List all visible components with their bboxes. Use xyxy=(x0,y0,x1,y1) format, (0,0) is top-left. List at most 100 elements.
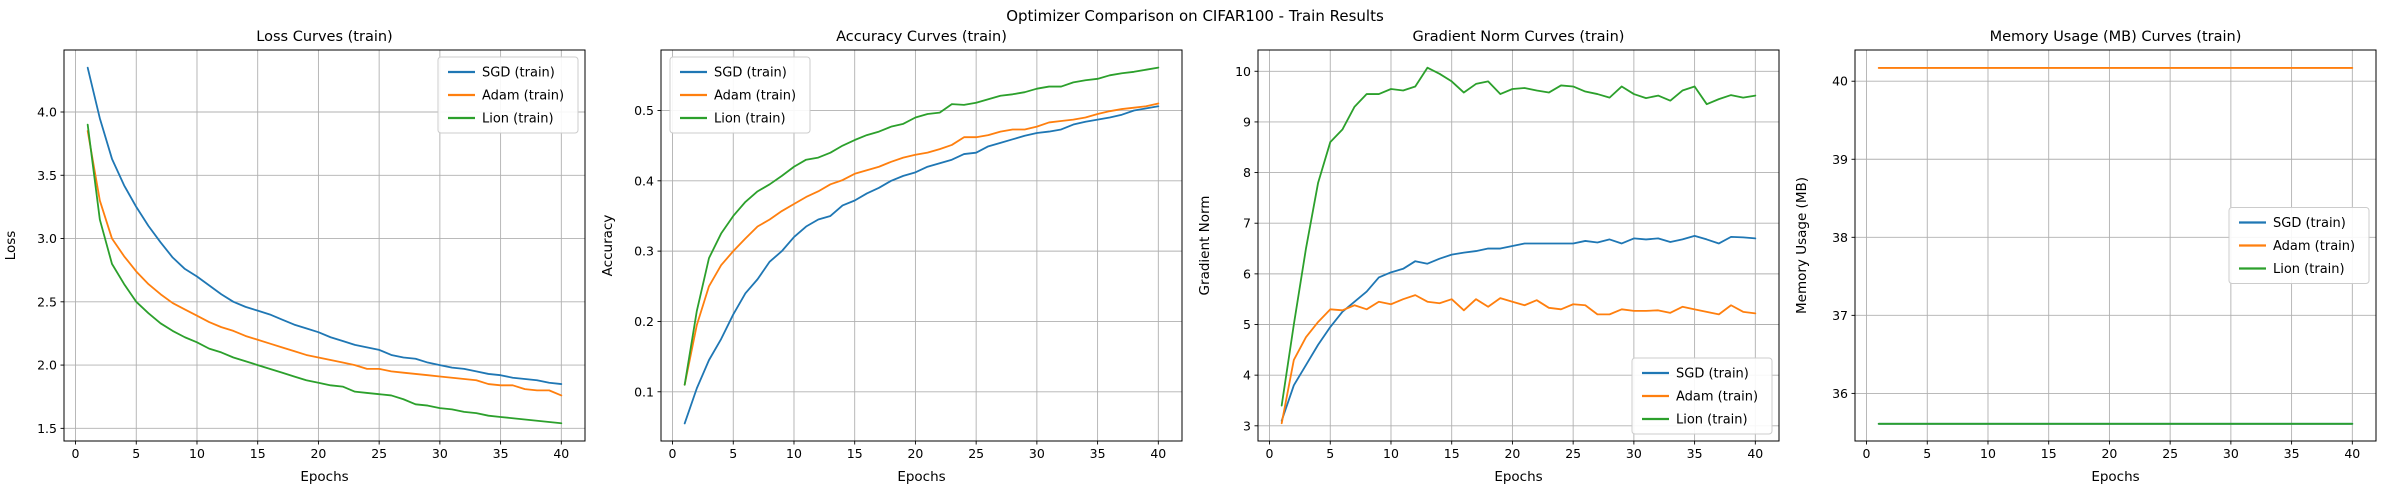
axis-ticks: 0 5 10 15 20 25 30 35 40 3 4 5 6 7 8 9 10 xyxy=(1235,64,1763,461)
legend-label-lion-train: Lion (train) xyxy=(714,112,786,127)
legend-label-sgd-train: SGD (train) xyxy=(482,66,555,81)
x-tick-label: 20 xyxy=(310,446,326,461)
series-line-adam-train xyxy=(1280,294,1757,425)
series-line-sgd-train xyxy=(683,105,1160,425)
axis-ticks: 0 5 10 15 20 25 30 35 40 36 37 38 39 40 xyxy=(1832,74,2360,461)
x-tick-label: 30 xyxy=(1029,446,1045,461)
y-tick-label: 39 xyxy=(1832,152,1848,167)
y-tick-label: 3 xyxy=(1243,418,1251,433)
x-axis-label: Epochs xyxy=(2091,469,2139,485)
x-tick-label: 5 xyxy=(1923,446,1931,461)
y-tick-label: 0.4 xyxy=(634,173,654,188)
y-axis-label: Gradient Norm xyxy=(1197,196,1213,296)
axis-ticks: 0 5 10 15 20 25 30 35 40 1.5 2.0 2.5 3.0 3.5 4.0 xyxy=(37,105,569,461)
series-line-lion-train xyxy=(86,123,563,425)
y-tick-label: 3.5 xyxy=(37,168,57,183)
gradient-norm-chart: 0 5 10 15 20 25 30 35 40 3 4 5 6 7 8 9 10 Gradient Norm C… xyxy=(1194,26,1791,493)
legend-box xyxy=(669,56,811,134)
y-tick-label: 0.1 xyxy=(634,384,654,399)
x-tick-label: 20 xyxy=(1504,446,1520,461)
x-tick-label: 0 xyxy=(1266,446,1274,461)
legend-box xyxy=(1631,357,1773,435)
x-tick-label: 5 xyxy=(1326,446,1334,461)
y-axis-label: Loss xyxy=(3,231,19,261)
x-tick-label: 25 xyxy=(2162,446,2178,461)
chart-panel-accuracy: 0 5 10 15 20 25 30 35 40 0.1 0.2 0.3 0.4 0.5 Accuracy … xyxy=(597,26,1194,493)
charts-row: 0 5 10 15 20 25 30 35 40 1.5 2.0 2.5 3.0 3.5 4.0 Loss C… xyxy=(0,26,2390,493)
legend-label-adam-train: Adam (train) xyxy=(2273,239,2355,254)
chart-panel-gradient-norm: 0 5 10 15 20 25 30 35 40 3 4 5 6 7 8 9 10 Gradient Norm C… xyxy=(1194,26,1791,493)
x-tick-label: 40 xyxy=(1150,446,1166,461)
legend-label-lion-train: Lion (train) xyxy=(2273,262,2345,277)
legend: SGD (train) Adam (train) Lion (train) xyxy=(437,56,579,134)
y-tick-label: 10 xyxy=(1235,64,1251,79)
x-tick-label: 20 xyxy=(907,446,923,461)
x-axis-label: Epochs xyxy=(300,469,348,485)
x-tick-label: 0 xyxy=(72,446,80,461)
series-line-adam-train xyxy=(683,102,1160,386)
x-tick-label: 15 xyxy=(847,446,863,461)
axes-spines xyxy=(660,49,1183,442)
y-tick-label: 1.5 xyxy=(37,421,57,436)
x-tick-label: 35 xyxy=(2284,446,2300,461)
x-tick-label: 35 xyxy=(1687,446,1703,461)
series-line-lion-train xyxy=(683,66,1160,386)
memory-usage-chart: 0 5 10 15 20 25 30 35 40 36 37 38 39 40 Memory Usage (… xyxy=(1791,26,2388,493)
y-axis-label: Accuracy xyxy=(600,215,616,277)
x-tick-label: 10 xyxy=(189,446,205,461)
x-tick-label: 5 xyxy=(132,446,140,461)
x-tick-label: 30 xyxy=(1626,446,1642,461)
legend-box xyxy=(437,56,579,134)
x-tick-label: 30 xyxy=(2223,446,2239,461)
x-tick-label: 15 xyxy=(2041,446,2057,461)
chart-title: Accuracy Curves (train) xyxy=(836,29,1007,45)
series-lines xyxy=(1877,67,2354,425)
y-tick-label: 4 xyxy=(1243,368,1251,383)
axes-spines xyxy=(63,49,586,442)
chart-title: Loss Curves (train) xyxy=(256,29,392,45)
legend-label-adam-train: Adam (train) xyxy=(714,89,796,104)
x-tick-label: 0 xyxy=(1863,446,1871,461)
legend-label-lion-train: Lion (train) xyxy=(1676,413,1748,428)
legend-label-sgd-train: SGD (train) xyxy=(2273,216,2346,231)
legend: SGD (train) Adam (train) Lion (train) xyxy=(669,56,811,134)
y-tick-label: 8 xyxy=(1243,165,1251,180)
legend-label-sgd-train: SGD (train) xyxy=(714,66,787,81)
y-tick-label: 0.5 xyxy=(634,103,654,118)
axes-spines xyxy=(1854,49,2377,442)
series-lines xyxy=(86,66,563,425)
chart-title: Memory Usage (MB) Curves (train) xyxy=(1990,29,2242,45)
y-tick-label: 4.0 xyxy=(37,105,57,120)
chart-title: Gradient Norm Curves (train) xyxy=(1413,29,1625,45)
series-line-sgd-train xyxy=(1280,234,1757,422)
x-tick-label: 10 xyxy=(786,446,802,461)
legend: SGD (train) Adam (train) Lion (train) xyxy=(1631,357,1773,435)
chart-panel-loss: 0 5 10 15 20 25 30 35 40 1.5 2.0 2.5 3.0 3.5 4.0 Loss C… xyxy=(0,26,597,493)
x-tick-label: 25 xyxy=(1565,446,1581,461)
accuracy-chart: 0 5 10 15 20 25 30 35 40 0.1 0.2 0.3 0.4 0.5 Accuracy … xyxy=(597,26,1194,493)
x-axis-label: Epochs xyxy=(897,469,945,485)
figure-suptitle: Optimizer Comparison on CIFAR100 - Train… xyxy=(1006,7,1384,25)
loss-chart: 0 5 10 15 20 25 30 35 40 1.5 2.0 2.5 3.0 3.5 4.0 Loss C… xyxy=(0,26,597,493)
x-tick-label: 40 xyxy=(2344,446,2360,461)
chart-panel-memory-usage: 0 5 10 15 20 25 30 35 40 36 37 38 39 40 Memory Usage (… xyxy=(1791,26,2388,493)
y-axis-label: Memory Usage (MB) xyxy=(1794,177,1810,314)
x-tick-label: 5 xyxy=(729,446,737,461)
x-tick-label: 25 xyxy=(968,446,984,461)
series-line-adam-train xyxy=(86,130,563,397)
axis-ticks: 0 5 10 15 20 25 30 35 40 0.1 0.2 0.3 0.4 0.5 xyxy=(634,103,1166,461)
x-tick-label: 10 xyxy=(1383,446,1399,461)
series-lines xyxy=(1280,66,1757,425)
y-tick-label: 37 xyxy=(1832,308,1848,323)
legend-label-sgd-train: SGD (train) xyxy=(1676,367,1749,382)
y-tick-label: 0.3 xyxy=(634,244,654,259)
x-tick-label: 15 xyxy=(1444,446,1460,461)
y-tick-label: 2.0 xyxy=(37,358,57,373)
axes-spines xyxy=(1257,49,1780,442)
x-tick-label: 40 xyxy=(553,446,569,461)
x-tick-label: 0 xyxy=(669,446,677,461)
legend-label-adam-train: Adam (train) xyxy=(482,89,564,104)
y-tick-label: 36 xyxy=(1832,386,1848,401)
y-tick-label: 9 xyxy=(1243,114,1251,129)
